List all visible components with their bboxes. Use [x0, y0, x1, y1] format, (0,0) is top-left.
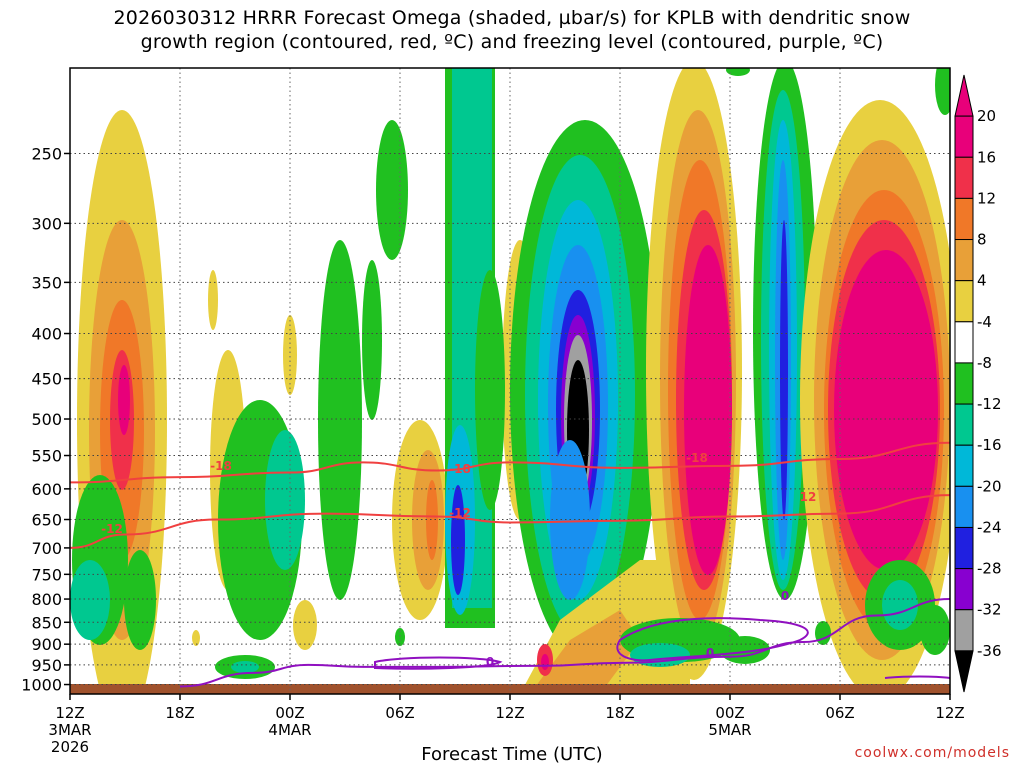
x-tick-label: 18Z — [165, 704, 194, 722]
contour-line-minus12 — [69, 494, 951, 549]
x-tick-label: 2026 — [51, 738, 89, 756]
x-tick-label: 06Z — [825, 704, 854, 722]
colorbar-swatch — [954, 115, 974, 158]
y-tick-label: 800 — [31, 590, 62, 609]
colorbar-label: -16 — [977, 436, 1002, 454]
colorbar-swatch — [954, 609, 974, 652]
colorbar-swatch — [954, 321, 974, 364]
y-tick-label: 400 — [31, 325, 62, 344]
colorbar-swatch — [954, 362, 974, 405]
colorbar-label: -28 — [977, 560, 1002, 578]
title-line-2: growth region (contoured, red, ºC) and f… — [140, 31, 884, 53]
credit-link[interactable]: coolwx.com/models — [854, 745, 1010, 761]
y-tick-label: 350 — [31, 273, 62, 292]
colorbar-label: 8 — [977, 231, 987, 249]
x-tick-label: 12Z — [55, 704, 84, 722]
chart-title: 2026030312 HRRR Forecast Omega (shaded, … — [0, 6, 1024, 54]
colorbar-label: 12 — [977, 189, 996, 207]
x-tick-label: 5MAR — [708, 721, 751, 739]
x-tick-label: 00Z — [275, 704, 304, 722]
y-tick-label: 900 — [31, 635, 62, 654]
y-tick-label: 650 — [31, 511, 62, 530]
colorbar-label: -20 — [977, 477, 1002, 495]
colorbar: 20 16 12 8 4 -4 -8 -12 -16 -20 -24 -28 -32 -36 — [954, 74, 1002, 693]
colorbar-swatch — [954, 526, 974, 570]
contour-line-0-loop — [374, 656, 503, 670]
y-tick-label: 1000 — [21, 676, 62, 695]
y-tick-label: 750 — [31, 565, 62, 584]
x-tick-label: 12Z — [495, 704, 524, 722]
colorbar-label: -24 — [977, 518, 1002, 536]
contour-label-12-f: 12 — [800, 490, 817, 504]
contour-label-0-i: 0 — [781, 589, 789, 603]
contour-label-minus18-b: -18 — [449, 462, 471, 476]
colorbar-swatch — [954, 403, 974, 446]
contour-label-minus12-d: -12 — [101, 522, 123, 536]
colorbar-label: -36 — [977, 642, 1002, 660]
contour-label-minus18-c: -18 — [686, 451, 708, 465]
y-axis: 250 300 350 400 450 500 550 600 650 700 750 800 850 9… — [21, 144, 70, 695]
y-tick-label: 950 — [31, 656, 62, 675]
colorbar-label: 4 — [977, 272, 987, 290]
colorbar-label: -8 — [977, 354, 992, 372]
omega-downdraft-column-1 — [445, 68, 505, 628]
x-tick-label: 4MAR — [268, 721, 311, 739]
contour-label-0-h: 0 — [706, 646, 714, 660]
y-tick-label: 550 — [31, 447, 62, 466]
contour-label-minus18-a: -18 — [210, 459, 232, 473]
x-axis-title: Forecast Time (UTC) — [421, 744, 603, 765]
contour-line-0-tail — [884, 675, 951, 679]
x-tick-label: 12Z — [935, 704, 964, 722]
contour-labels: -18 -18 -18 -12 -12 12 0 0 0 — [101, 451, 816, 669]
colorbar-label: 20 — [977, 107, 996, 125]
colorbar-swatch — [954, 156, 974, 199]
x-tick-label: 00Z — [715, 704, 744, 722]
colorbar-swatch — [954, 197, 974, 241]
x-tick-label: 18Z — [605, 704, 634, 722]
colorbar-label: -12 — [977, 395, 1002, 413]
y-tick-label: 450 — [31, 370, 62, 389]
title-line-1: 2026030312 HRRR Forecast Omega (shaded, … — [113, 7, 911, 29]
contour-label-0-g: 0 — [486, 655, 494, 669]
colorbar-label: -4 — [977, 313, 992, 331]
y-tick-label: 850 — [31, 613, 62, 632]
colorbar-swatch — [954, 280, 974, 323]
contour-label-minus12-e: -12 — [449, 506, 471, 520]
contour-lines — [69, 441, 951, 688]
omega-downdraft-column-3 — [726, 68, 817, 600]
x-tick-label: 3MAR — [48, 721, 91, 739]
omega-downdraft-column-2 — [510, 120, 660, 660]
contour-line-minus18 — [69, 441, 951, 484]
colorbar-top-arrow — [954, 74, 974, 117]
omega-updraft-column-3 — [646, 68, 742, 680]
colorbar-label: -32 — [977, 601, 1002, 619]
gridlines — [70, 68, 950, 694]
colorbar-swatch — [954, 239, 974, 282]
colorbar-bottom-arrow — [954, 650, 974, 693]
y-tick-label: 250 — [31, 144, 62, 163]
y-tick-label: 700 — [31, 539, 62, 558]
colorbar-swatch — [954, 568, 974, 611]
colorbar-swatch — [954, 444, 974, 487]
contour-line-0-loop — [616, 617, 809, 662]
omega-field — [70, 68, 950, 694]
colorbar-label: 16 — [977, 148, 996, 166]
contour-line-0 — [179, 598, 951, 688]
y-tick-label: 600 — [31, 480, 62, 499]
y-tick-label: 300 — [31, 214, 62, 233]
x-tick-label: 06Z — [385, 704, 414, 722]
colorbar-swatch — [954, 485, 974, 528]
y-tick-label: 500 — [31, 410, 62, 429]
